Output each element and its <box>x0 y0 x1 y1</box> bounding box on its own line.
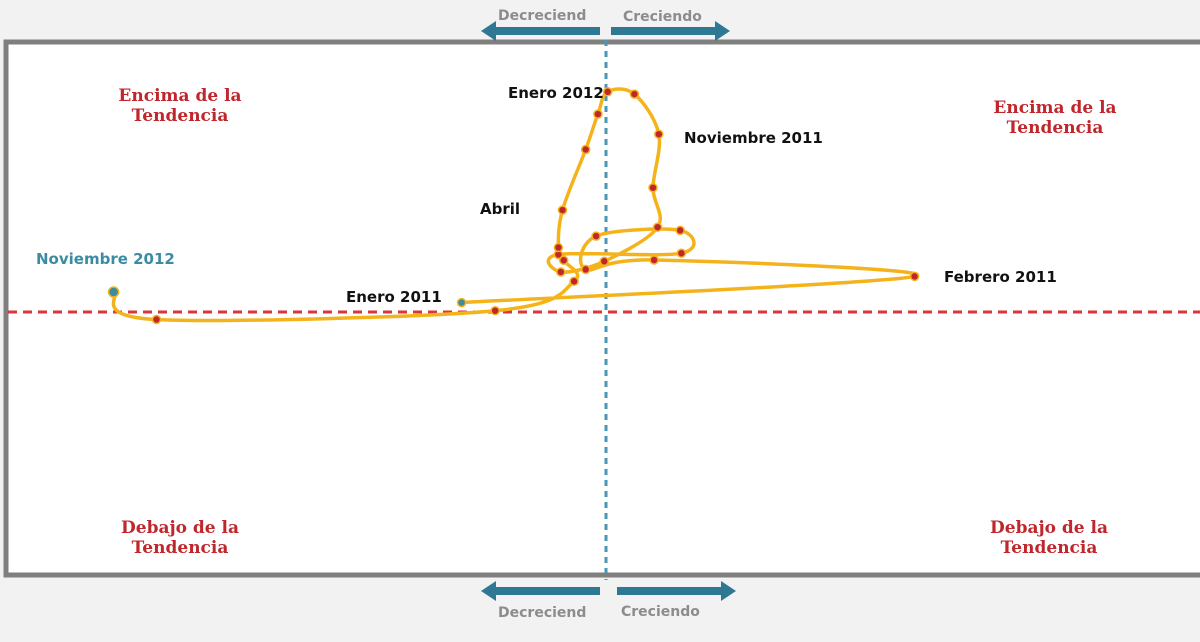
data-point <box>580 264 591 275</box>
start-point <box>456 297 467 308</box>
data-point <box>591 231 601 241</box>
annotation-noviembre-2012: Noviembre 2012 <box>36 250 175 268</box>
bottom-direction-arrows <box>481 581 736 601</box>
data-point <box>629 89 640 99</box>
quadrant-bottom-left-label: Debajo de la Tendencia <box>70 518 290 558</box>
plot-frame <box>3 39 1200 578</box>
data-point <box>553 242 564 253</box>
quadrant-top-left-line-1: Encima de la <box>118 86 242 106</box>
quadrant-bottom-left-line-2: Tendencia <box>131 538 229 558</box>
quadrant-top-left-line-2: Tendencia <box>131 106 229 126</box>
data-point <box>558 255 569 266</box>
quadrant-bottom-left-line-1: Debajo de la <box>121 518 239 538</box>
data-point <box>675 225 685 236</box>
top-right-arrow-icon <box>611 21 730 41</box>
bottom-decreasing-label: Decreciend <box>498 605 587 621</box>
data-point <box>490 305 500 316</box>
data-point <box>602 87 613 97</box>
quadrant-bottom-right-line-2: Tendencia <box>1000 538 1098 558</box>
data-point <box>556 267 566 277</box>
data-point <box>652 222 663 232</box>
annotation-febrero-2011: Febrero 2011 <box>944 268 1057 286</box>
data-point <box>649 255 659 265</box>
top-increasing-label: Creciendo <box>623 9 702 25</box>
quadrant-top-right-line-2: Tendencia <box>1006 118 1104 138</box>
quadrant-bottom-right-line-1: Debajo de la <box>990 518 1108 538</box>
data-point <box>909 271 920 282</box>
data-point <box>151 314 162 325</box>
end-point <box>107 286 120 298</box>
data-point <box>599 256 610 267</box>
annotation-noviembre-2011: Noviembre 2011 <box>684 129 823 147</box>
data-point <box>648 182 658 193</box>
bottom-right-arrow-icon <box>617 581 736 601</box>
annotation-enero-2011: Enero 2011 <box>346 288 442 306</box>
top-direction-arrows <box>481 21 730 41</box>
data-point <box>580 144 591 155</box>
data-point <box>676 248 687 258</box>
bottom-left-arrow-icon <box>481 581 600 601</box>
top-left-arrow-icon <box>481 21 600 41</box>
data-point <box>557 205 568 215</box>
data-point <box>569 276 579 287</box>
bottom-increasing-label: Creciendo <box>621 604 700 620</box>
quadrant-top-right-line-1: Encima de la <box>993 98 1117 118</box>
data-point <box>654 129 664 139</box>
quadrant-top-right-label: Encima de la Tendencia <box>945 98 1165 138</box>
reference-lines <box>8 40 1200 580</box>
annotation-abril: Abril <box>480 200 521 218</box>
quadrant-bottom-right-label: Debajo de la Tendencia <box>939 518 1159 558</box>
trajectory-points <box>107 87 920 325</box>
data-point <box>593 109 603 119</box>
top-decreasing-label: Decreciend <box>498 8 587 24</box>
annotation-enero-2012: Enero 2012 <box>508 84 604 102</box>
quadrant-top-left-label: Encima de la Tendencia <box>70 86 290 126</box>
